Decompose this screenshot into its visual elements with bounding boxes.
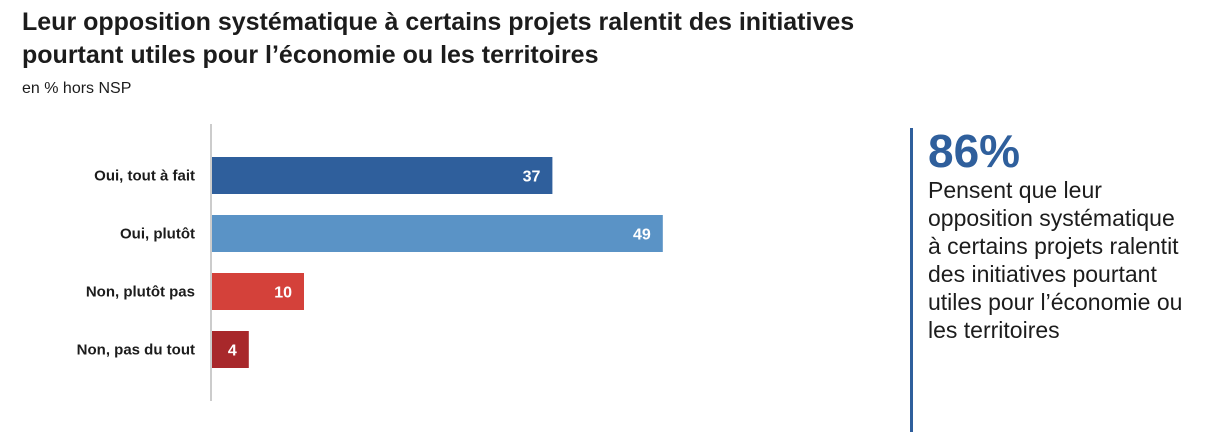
value-label: 37: [523, 169, 541, 186]
bar-3: [212, 331, 249, 368]
category-label: Non, pas du tout: [77, 342, 195, 359]
chart-title: Leur opposition systématique à certains …: [22, 8, 855, 69]
bar-chart: Oui, tout à fait 37 Oui, plutôt 49 Non, plut…: [77, 124, 663, 401]
category-label: Oui, tout à fait: [94, 168, 195, 185]
bar-2: [212, 273, 304, 310]
bar-1: [212, 215, 663, 252]
value-label: 10: [274, 285, 292, 302]
key-figure-callout: 86% Pensent que leur opposition systémat…: [910, 125, 1205, 432]
category-label: Non, plutôt pas: [86, 284, 195, 301]
value-label: 4: [228, 343, 237, 360]
key-figure-description: Pensent que leur opposition systématique…: [928, 177, 1183, 343]
bar-0: [212, 157, 553, 194]
value-label: 49: [633, 227, 651, 244]
key-figure-value: 86%: [928, 125, 1021, 177]
category-label: Oui, plutôt: [120, 226, 195, 243]
chart-subtitle: en % hors NSP: [22, 80, 132, 97]
bars-group: Oui, tout à fait 37 Oui, plutôt 49 Non, plut…: [77, 157, 663, 368]
